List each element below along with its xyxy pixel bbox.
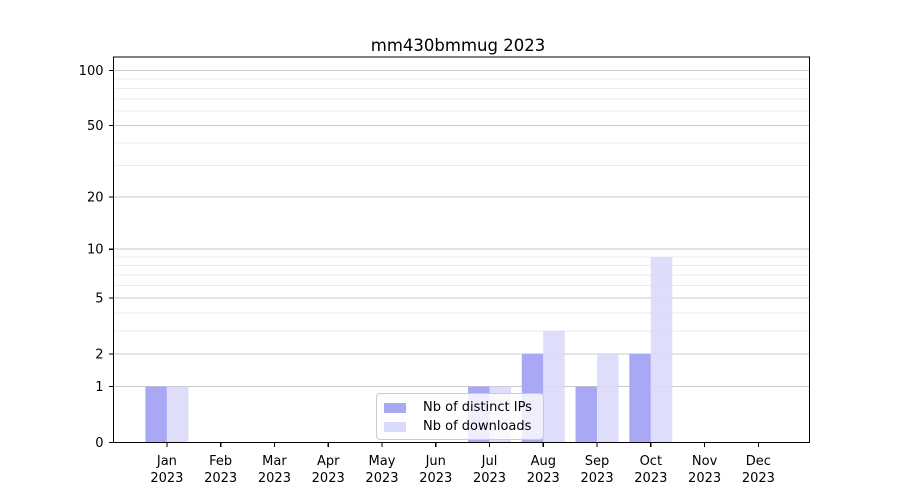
y-tick-label-0: 0 <box>95 436 103 451</box>
chart-title: mm430bmmug 2023 <box>370 36 546 55</box>
x-tick-label-apr: Apr <box>317 454 340 469</box>
bar-downloads-aug <box>543 330 565 443</box>
y-tick-label-2: 2 <box>95 347 103 362</box>
bar-distinct-ips-oct <box>629 353 651 443</box>
y-tick-label-20: 20 <box>87 191 104 206</box>
y-tick-label-50: 50 <box>87 119 104 134</box>
x-tick-label-mar: Mar <box>262 454 287 469</box>
x-tick-label-nov: Nov <box>692 454 718 469</box>
x-tick-label-jul: Jul <box>481 454 498 469</box>
x-tick-year-mar: 2023 <box>258 471 291 486</box>
bar-downloads-oct <box>650 256 673 443</box>
x-tick-year-jul: 2023 <box>473 471 506 486</box>
x-tick-label-oct: Oct <box>640 454 662 469</box>
x-tick-year-dec: 2023 <box>742 471 775 486</box>
x-tick-year-aug: 2023 <box>527 471 560 486</box>
x-tick-year-nov: 2023 <box>688 471 721 486</box>
x-tick-year-sep: 2023 <box>581 471 614 486</box>
x-tick-label-sep: Sep <box>585 454 610 469</box>
x-tick-year-oct: 2023 <box>634 471 667 486</box>
legend-item-distinct-ips: Nb of distinct IPs <box>384 398 543 417</box>
bar-distinct-ips-sep <box>575 386 598 443</box>
bar-downloads-sep <box>597 353 619 443</box>
legend-swatch-downloads <box>384 421 406 432</box>
x-tick-year-apr: 2023 <box>312 471 345 486</box>
y-tick-label-5: 5 <box>95 292 103 307</box>
x-tick-label-jun: Jun <box>425 454 446 469</box>
y-tick-label-100: 100 <box>79 64 104 79</box>
plot-border <box>112 56 811 444</box>
legend-item-downloads: Nb of downloads <box>384 417 543 436</box>
bar-distinct-ips-jan <box>145 386 167 443</box>
legend-label-downloads: Nb of downloads <box>423 419 532 434</box>
x-tick-year-jan: 2023 <box>150 471 183 486</box>
x-tick-year-feb: 2023 <box>204 471 237 486</box>
x-tick-label-may: May <box>369 454 396 469</box>
x-tick-label-jan: Jan <box>156 454 177 469</box>
legend-swatch-distinct-ips <box>384 402 406 413</box>
bar-downloads-jan <box>166 386 189 443</box>
y-tick-label-1: 1 <box>95 380 103 395</box>
x-tick-year-jun: 2023 <box>419 471 452 486</box>
x-tick-label-aug: Aug <box>531 454 556 469</box>
x-tick-label-feb: Feb <box>209 454 232 469</box>
x-tick-label-dec: Dec <box>746 454 771 469</box>
legend-label-distinct-ips: Nb of distinct IPs <box>423 400 532 415</box>
legend: Nb of distinct IPs Nb of downloads <box>376 393 544 440</box>
x-tick-year-may: 2023 <box>365 471 398 486</box>
y-tick-label-10: 10 <box>87 243 104 258</box>
